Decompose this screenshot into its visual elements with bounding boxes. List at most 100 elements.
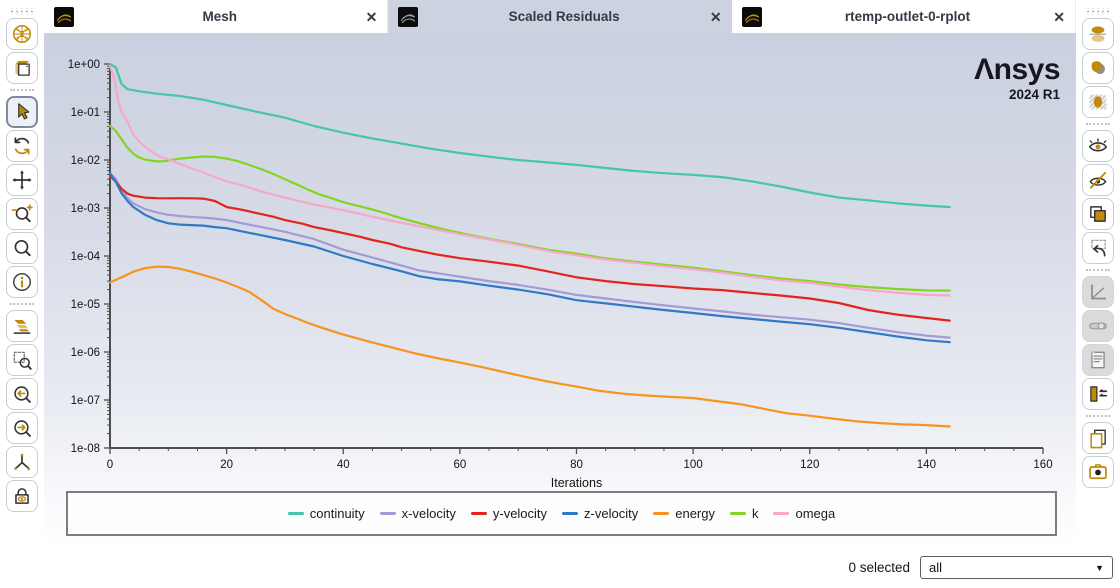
series-line-omega — [108, 65, 951, 297]
lock-view-icon[interactable] — [6, 480, 38, 512]
x-tick-label: 160 — [1033, 459, 1052, 471]
series-line-x-velocity — [108, 172, 951, 339]
left-view-toolbar — [0, 0, 44, 573]
y-tick-label: 1e-02 — [71, 155, 100, 167]
tab-scaled-residuals[interactable]: Scaled Residuals ✕ — [388, 0, 732, 33]
tab-label: rtemp-outlet-0-rplot — [844, 9, 971, 24]
pan-icon[interactable] — [6, 164, 38, 196]
selected-count-label: 0 selected — [848, 560, 910, 575]
ansys-version-text: 2024 R1 — [1008, 87, 1060, 102]
tab-close-icon[interactable]: ✕ — [365, 8, 378, 25]
report-page-icon — [1082, 344, 1114, 376]
hide-object-icon[interactable] — [1082, 164, 1114, 196]
rotate-orbit-icon[interactable] — [6, 130, 38, 162]
zoom-in-out-icon[interactable] — [6, 198, 38, 230]
measure-icon — [1082, 310, 1114, 342]
fluent-document-icon — [54, 6, 74, 27]
legend-swatch — [773, 512, 790, 515]
tab-close-icon[interactable]: ✕ — [709, 8, 722, 25]
toolbar-separator — [10, 303, 34, 305]
x-tick-label: 140 — [917, 459, 936, 471]
toolbar-drag-handle[interactable] — [9, 8, 35, 15]
legend-label: omega — [795, 506, 836, 521]
tab-mesh[interactable]: Mesh ✕ — [44, 0, 389, 33]
legend-item-y-velocity: y-velocity — [470, 506, 548, 521]
toolbar-separator — [1086, 123, 1110, 125]
legend-label: x-velocity — [401, 506, 456, 521]
textured-display-icon[interactable] — [1082, 86, 1114, 118]
ansys-brand-text: Λnsys — [974, 53, 1060, 86]
show-object-icon[interactable] — [1082, 130, 1114, 162]
view-previous-icon[interactable] — [6, 378, 38, 410]
plot-canvas[interactable]: 1e+00 1e-01 1e-02 1e-03 1e-04 1e-05 1e-06 1e-07… — [44, 33, 1076, 547]
legend-swatch — [379, 512, 396, 515]
legend-swatch — [470, 512, 487, 515]
tab-rtemp-outlet-0-rplot[interactable]: rtemp-outlet-0-rplot ✕ — [731, 0, 1076, 33]
restore-view-icon[interactable] — [1082, 232, 1114, 264]
fluent-document-icon — [398, 6, 419, 27]
toolbar-separator — [1086, 269, 1110, 271]
view-next-icon[interactable] — [6, 412, 38, 444]
legend-item-x-velocity: x-velocity — [379, 506, 456, 521]
x-tick-label: 80 — [570, 459, 583, 471]
x-tick-label: 0 — [107, 459, 113, 471]
legend-swatch — [562, 512, 579, 515]
tab-close-icon[interactable]: ✕ — [1053, 8, 1065, 25]
toolbar-drag-handle[interactable] — [1085, 8, 1111, 15]
legend-label: k — [751, 506, 759, 521]
legend-label: y-velocity — [492, 506, 548, 521]
copy-screenshot-icon[interactable] — [1082, 422, 1114, 454]
x-axis-title: Iterations — [551, 476, 602, 490]
series-line-z-velocity — [108, 172, 951, 344]
series-line-energy — [108, 265, 951, 428]
y-tick-label: 1e-04 — [71, 251, 101, 263]
shaded-display-icon[interactable] — [1082, 52, 1114, 84]
x-tick-label: 100 — [684, 459, 703, 471]
y-tick-label: 1e-06 — [71, 347, 100, 359]
fluent-document-icon — [741, 6, 762, 27]
overlay-windows-icon[interactable] — [1082, 198, 1114, 230]
x-tick-label: 20 — [220, 459, 233, 471]
selection-filter-dropdown[interactable]: all ▼ — [920, 556, 1113, 579]
x-tick-label: 60 — [453, 459, 466, 471]
mesh-display-icon[interactable] — [1082, 18, 1114, 50]
snapshot-camera-icon[interactable] — [1082, 456, 1114, 488]
zoom-area-icon[interactable] — [6, 344, 38, 376]
legend-swatch — [653, 512, 670, 515]
graphics-tab-bar: Mesh ✕ Scaled Residuals ✕ rtemp-outlet-0-rpl… — [44, 0, 1076, 33]
series-line-y-velocity — [108, 174, 951, 322]
series-line-k — [108, 124, 951, 292]
x-tick-label: 40 — [337, 459, 350, 471]
tab-label: Scaled Residuals — [508, 9, 620, 24]
dropdown-arrow-icon: ▼ — [1095, 562, 1104, 573]
legend-item-omega: omega — [773, 506, 835, 521]
y-tick-label: 1e-08 — [71, 443, 100, 455]
right-display-toolbar — [1076, 0, 1120, 547]
legend-item-continuity: continuity — [287, 506, 365, 521]
display-planes-icon[interactable] — [6, 310, 38, 342]
zoom-magnifier-icon[interactable] — [6, 232, 38, 264]
dropdown-value: all — [929, 560, 943, 575]
legend-swatch — [729, 512, 746, 515]
x-tick-label: 120 — [800, 459, 819, 471]
axis-triad-icon[interactable] — [6, 446, 38, 478]
legend-panel-icon[interactable] — [1082, 378, 1114, 410]
toolbar-separator — [1086, 415, 1110, 417]
y-tick-label: 1e-05 — [71, 299, 100, 311]
y-tick-label: 1e-03 — [71, 203, 100, 215]
legend-item-z-velocity: z-velocity — [562, 506, 638, 521]
legend-item-energy: energy — [653, 506, 715, 521]
y-tick-label: 1e-01 — [71, 107, 100, 119]
info-icon[interactable] — [6, 266, 38, 298]
legend-label: continuity — [309, 506, 365, 521]
perspective-box-icon[interactable] — [6, 52, 38, 84]
y-tick-label: 1e-07 — [71, 395, 100, 407]
selection-status-bar: 0 selected all ▼ — [0, 547, 1120, 588]
y-tick-label: 1e+00 — [68, 59, 100, 71]
series-line-continuity — [108, 62, 951, 209]
mesh-sphere-icon[interactable] — [6, 18, 38, 50]
select-arrow-icon[interactable] — [6, 96, 38, 128]
toolbar-separator — [10, 89, 34, 91]
legend-swatch — [287, 512, 304, 515]
